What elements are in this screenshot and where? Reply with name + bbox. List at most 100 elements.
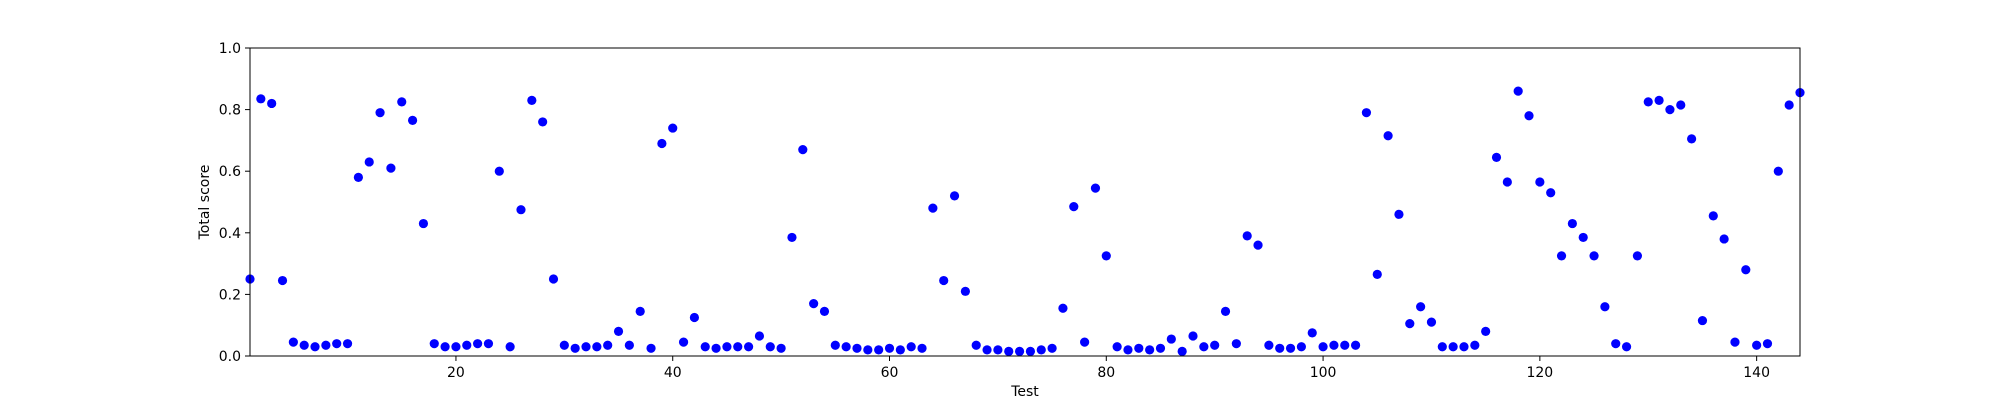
data-point bbox=[494, 166, 504, 176]
data-point bbox=[765, 342, 775, 352]
data-point bbox=[1394, 209, 1404, 219]
data-point bbox=[1264, 340, 1274, 350]
plot-frame bbox=[249, 47, 1801, 357]
data-point bbox=[321, 340, 331, 350]
x-axis-label: Test bbox=[1010, 384, 1039, 400]
data-point bbox=[1687, 134, 1697, 144]
data-point bbox=[1177, 346, 1187, 356]
data-point bbox=[733, 342, 743, 352]
data-point bbox=[397, 97, 407, 107]
data-point bbox=[798, 145, 808, 155]
data-point bbox=[646, 343, 656, 353]
data-point bbox=[711, 343, 721, 353]
data-point bbox=[1329, 340, 1339, 350]
data-point bbox=[299, 340, 309, 350]
data-point bbox=[1416, 302, 1426, 312]
data-point bbox=[1546, 188, 1556, 198]
data-point bbox=[581, 342, 591, 352]
data-point bbox=[570, 343, 580, 353]
data-point bbox=[429, 339, 439, 349]
data-point bbox=[939, 275, 949, 286]
data-point bbox=[841, 342, 851, 352]
data-point bbox=[1589, 251, 1599, 261]
data-point bbox=[917, 343, 927, 353]
data-point bbox=[1459, 342, 1469, 352]
y-tick-label: 0.6 bbox=[219, 164, 241, 180]
data-point bbox=[982, 345, 992, 355]
data-point bbox=[1372, 269, 1382, 279]
data-point bbox=[1621, 342, 1632, 352]
data-point bbox=[375, 108, 385, 118]
data-point bbox=[1676, 100, 1686, 110]
data-point bbox=[1047, 343, 1057, 353]
data-point bbox=[1199, 342, 1209, 352]
data-point bbox=[1784, 100, 1794, 110]
data-point bbox=[1491, 152, 1502, 162]
y-tick-label: 0.8 bbox=[219, 103, 241, 119]
data-point bbox=[852, 343, 862, 353]
data-point bbox=[1762, 339, 1773, 349]
data-point bbox=[668, 123, 678, 133]
data-point bbox=[1513, 86, 1523, 96]
data-point bbox=[516, 205, 526, 215]
data-point bbox=[332, 339, 342, 349]
data-point bbox=[1665, 105, 1675, 115]
data-point bbox=[657, 138, 667, 149]
data-point bbox=[1448, 342, 1458, 352]
data-point bbox=[1220, 306, 1231, 316]
data-point bbox=[1361, 108, 1372, 118]
data-point bbox=[1600, 302, 1610, 312]
data-point bbox=[483, 339, 494, 349]
data-point bbox=[1210, 340, 1220, 350]
data-point bbox=[700, 342, 710, 352]
x-tick-label: 80 bbox=[1097, 365, 1115, 381]
data-point bbox=[1025, 346, 1036, 356]
data-point bbox=[1166, 334, 1176, 344]
data-point bbox=[1567, 218, 1577, 229]
data-point bbox=[776, 343, 786, 353]
data-point bbox=[1004, 346, 1014, 356]
data-point bbox=[1350, 340, 1361, 350]
data-point bbox=[527, 95, 537, 105]
data-point bbox=[548, 274, 559, 284]
data-point bbox=[1383, 131, 1393, 141]
data-point bbox=[310, 342, 320, 352]
data-point bbox=[538, 117, 548, 127]
data-point bbox=[1112, 342, 1122, 352]
data-point bbox=[1318, 342, 1328, 352]
x-tick-label: 60 bbox=[881, 365, 899, 381]
y-axis: 0.0 0.2 0.4 0.6 0.8 1.0 bbox=[219, 41, 250, 365]
x-tick-label: 120 bbox=[1526, 365, 1553, 381]
data-point bbox=[1090, 183, 1101, 193]
data-point bbox=[1014, 346, 1025, 356]
data-point bbox=[960, 286, 970, 296]
data-point bbox=[1535, 177, 1545, 187]
data-point bbox=[364, 157, 374, 167]
data-point bbox=[787, 232, 797, 243]
data-point bbox=[1340, 340, 1350, 350]
data-point bbox=[1611, 339, 1621, 349]
data-point bbox=[353, 172, 363, 182]
data-point bbox=[1752, 340, 1762, 350]
data-point bbox=[1145, 345, 1155, 355]
data-point bbox=[971, 340, 981, 350]
data-point bbox=[473, 339, 483, 349]
data-point bbox=[386, 163, 396, 173]
data-point bbox=[1708, 211, 1718, 221]
data-point bbox=[267, 98, 277, 109]
data-point bbox=[1296, 342, 1306, 352]
data-point bbox=[874, 345, 884, 355]
data-point bbox=[1773, 166, 1783, 176]
data-point bbox=[1632, 251, 1643, 261]
data-point bbox=[1069, 202, 1079, 212]
data-point bbox=[1231, 339, 1241, 349]
data-point bbox=[1036, 345, 1046, 355]
data-point bbox=[928, 203, 938, 213]
data-point bbox=[1437, 342, 1447, 352]
data-point bbox=[1426, 317, 1437, 327]
data-point bbox=[1253, 240, 1263, 250]
data-points bbox=[245, 86, 1805, 356]
x-axis: 20 40 60 80 100 120 140 bbox=[447, 356, 1770, 381]
x-tick-label: 20 bbox=[447, 365, 465, 381]
